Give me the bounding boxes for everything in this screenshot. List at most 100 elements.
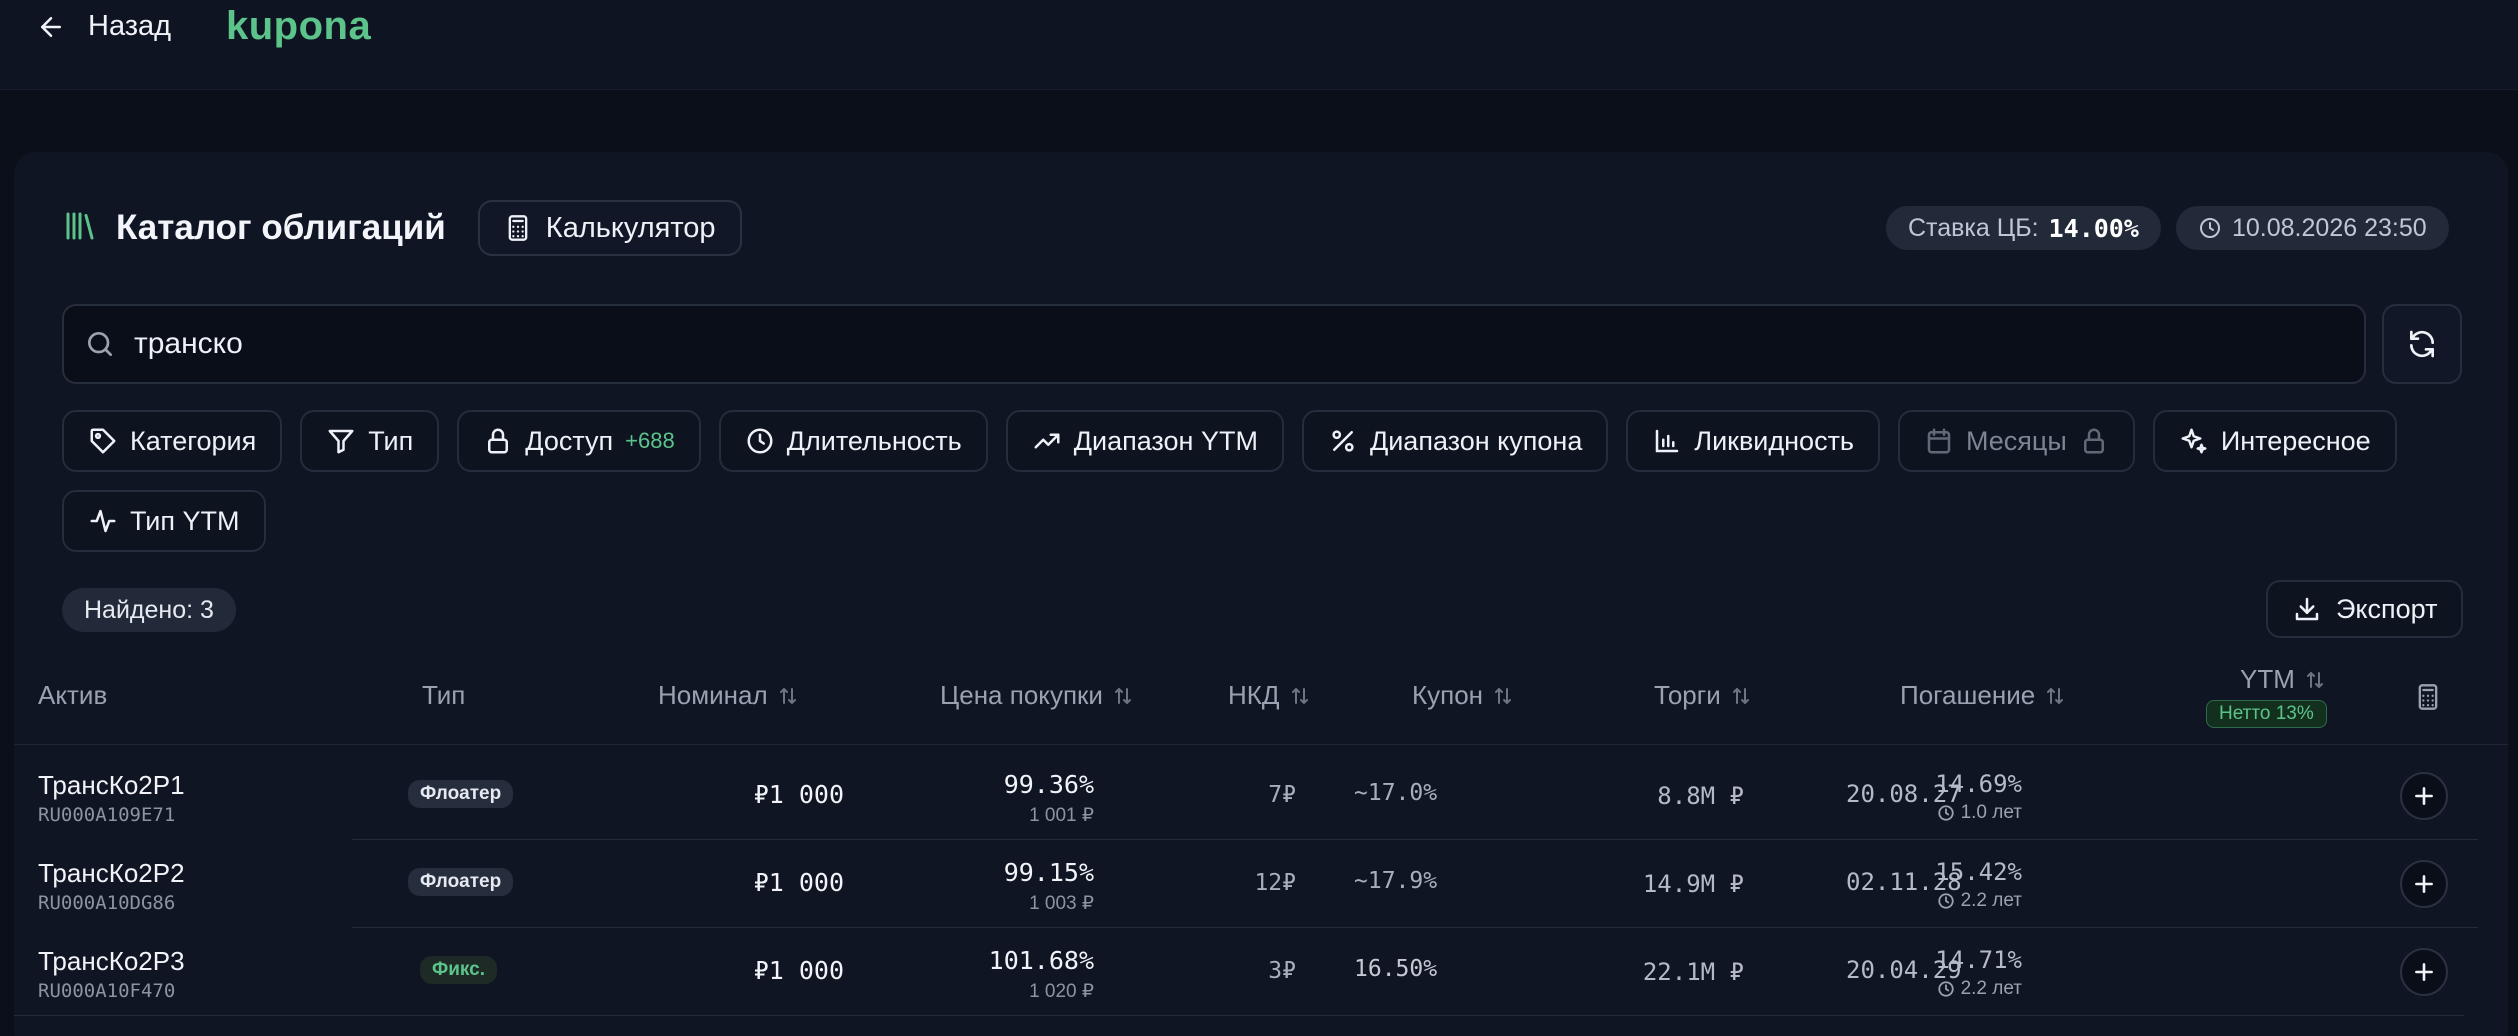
results-count-badge: Найдено: 3 bbox=[62, 588, 236, 632]
download-icon bbox=[2295, 597, 2319, 621]
col-header-volume[interactable]: Торги bbox=[1654, 680, 1753, 711]
filter-label: Тип YTM bbox=[130, 505, 240, 536]
filter-months[interactable]: Месяцы bbox=[1898, 410, 2135, 472]
sparkles-icon bbox=[2181, 428, 2207, 454]
col-header-asset: Актив bbox=[38, 680, 108, 710]
table-row[interactable]: ТрансКо2Р3 RU000A10F470 Фикс. ₽1 000 101… bbox=[14, 928, 2508, 1016]
type-badge: Флоатер bbox=[408, 780, 514, 808]
coupon-value: ~17.0% bbox=[1354, 780, 1438, 806]
filter-bar: Категория Тип Доступ +688 Длительность Д… bbox=[62, 410, 2462, 552]
nkd-value: 12₽ bbox=[1254, 870, 1296, 896]
calendar-icon bbox=[1927, 428, 1951, 454]
add-to-portfolio-button[interactable] bbox=[2400, 948, 2448, 996]
catalog-header: Каталог облигаций Калькулятор bbox=[62, 200, 742, 256]
calculator-button[interactable]: Калькулятор bbox=[477, 200, 742, 256]
table-row[interactable]: ТрансКо2Р1 RU000A109E71 Флоатер ₽1 000 9… bbox=[14, 752, 2508, 840]
asset-name[interactable]: ТрансКо2Р3 bbox=[38, 946, 185, 976]
search-input[interactable] bbox=[134, 327, 2334, 361]
asset-name[interactable]: ТрансКо2Р2 bbox=[38, 858, 185, 888]
price-rub: 1 020 ₽ bbox=[1029, 981, 1094, 1002]
cb-rate-badge: Ставка ЦБ: 14.00% bbox=[1886, 206, 2161, 250]
calculator-icon bbox=[508, 215, 528, 241]
calculator-icon[interactable] bbox=[2414, 683, 2442, 711]
datetime-badge: 10.08.2026 23:50 bbox=[2176, 206, 2449, 250]
datetime-value: 10.08.2026 23:50 bbox=[2232, 213, 2427, 242]
col-header-ytm[interactable]: YTM bbox=[2240, 664, 2327, 695]
clock-icon bbox=[747, 428, 773, 454]
lock-icon bbox=[2083, 428, 2104, 454]
nkd-value: 7₽ bbox=[1268, 782, 1296, 808]
cb-rate-value: 14.00% bbox=[2048, 213, 2139, 243]
tag-icon bbox=[90, 428, 116, 454]
type-badge: Фикс. bbox=[420, 956, 498, 984]
export-label: Экспорт bbox=[2336, 593, 2438, 624]
top-bar: Назад kupona bbox=[0, 0, 2518, 90]
volume-value: 22.1M ₽ bbox=[1642, 958, 1744, 986]
filter-coupon-range[interactable]: Диапазон купона bbox=[1301, 410, 1609, 472]
ytm-netto-badge[interactable]: Нетто 13% bbox=[2206, 700, 2327, 728]
table-row[interactable]: ТрансКо2Р2 RU000A10DG86 Флоатер ₽1 000 9… bbox=[14, 840, 2508, 928]
price-rub: 1 001 ₽ bbox=[1029, 805, 1094, 826]
filter-access[interactable]: Доступ +688 bbox=[457, 410, 701, 472]
nkd-value: 3₽ bbox=[1268, 958, 1296, 984]
col-header-nominal[interactable]: Номинал bbox=[658, 680, 800, 711]
filter-duration[interactable]: Длительность bbox=[718, 410, 988, 472]
price-rub: 1 003 ₽ bbox=[1029, 893, 1094, 914]
filter-type[interactable]: Тип bbox=[300, 410, 440, 472]
filter-ytm-range[interactable]: Диапазон YTM bbox=[1005, 410, 1284, 472]
add-to-portfolio-button[interactable] bbox=[2400, 860, 2448, 908]
percent-icon bbox=[1332, 430, 1354, 452]
coupon-value: 16.50% bbox=[1354, 956, 1438, 982]
nominal-value: ₽1 000 bbox=[753, 780, 844, 809]
maturity-date: 02.11.28 bbox=[1846, 868, 1962, 896]
filter-label: Ликвидность bbox=[1694, 425, 1854, 456]
filter-label: Категория bbox=[130, 425, 257, 456]
page-title: Каталог облигаций bbox=[116, 208, 446, 247]
nominal-value: ₽1 000 bbox=[753, 956, 844, 985]
type-badge: Флоатер bbox=[408, 868, 514, 896]
add-to-portfolio-button[interactable] bbox=[2400, 772, 2448, 820]
filter-label: Тип bbox=[368, 425, 414, 456]
filter-label: Интересное bbox=[2220, 425, 2371, 456]
refresh-button[interactable] bbox=[2382, 304, 2462, 384]
sort-icon bbox=[2047, 687, 2064, 704]
calculator-label: Калькулятор bbox=[545, 211, 716, 244]
table-header-divider bbox=[14, 744, 2508, 745]
maturity-date: 20.04.29 bbox=[1846, 956, 1962, 984]
filter-label: Месяцы bbox=[1966, 425, 2067, 456]
library-icon bbox=[62, 208, 98, 249]
search-icon bbox=[88, 332, 112, 356]
filter-category[interactable]: Категория bbox=[62, 410, 283, 472]
sort-icon bbox=[2306, 671, 2323, 688]
access-count: +688 bbox=[625, 428, 675, 453]
col-header-maturity[interactable]: Погашение bbox=[1900, 680, 2067, 711]
sort-icon bbox=[1291, 687, 1308, 704]
asset-isin: RU000A10F470 bbox=[38, 980, 176, 1002]
sort-icon bbox=[1495, 687, 1512, 704]
filter-liquidity[interactable]: Ликвидность bbox=[1626, 410, 1880, 472]
asset-isin: RU000A10DG86 bbox=[38, 892, 176, 914]
logo[interactable]: kupona bbox=[226, 4, 372, 48]
back-button[interactable]: Назад bbox=[36, 10, 171, 43]
filter-label: Диапазон купона bbox=[1369, 425, 1583, 456]
asset-name[interactable]: ТрансКо2Р1 bbox=[38, 770, 185, 800]
volume-value: 8.8M ₽ bbox=[1657, 782, 1744, 810]
maturity-date: 20.08.27 bbox=[1846, 780, 1962, 808]
col-header-price[interactable]: Цена покупки bbox=[940, 680, 1135, 711]
duration-value: 2.2 лет bbox=[1960, 978, 2022, 999]
filter-ytm-type[interactable]: Тип YTM bbox=[62, 490, 266, 552]
back-label: Назад bbox=[88, 10, 172, 42]
col-header-coupon[interactable]: Купон bbox=[1412, 680, 1515, 711]
export-button[interactable]: Экспорт bbox=[2266, 580, 2464, 638]
filter-label: Диапазон YTM bbox=[1073, 425, 1258, 456]
sort-icon bbox=[1732, 687, 1749, 704]
sort-icon bbox=[1114, 687, 1131, 704]
nominal-value: ₽1 000 bbox=[753, 868, 844, 897]
coupon-value: ~17.9% bbox=[1354, 868, 1438, 894]
activity-icon bbox=[90, 509, 116, 533]
col-header-nkd[interactable]: НКД bbox=[1228, 680, 1312, 711]
plus-icon bbox=[2415, 963, 2433, 981]
cb-rate-label: Ставка ЦБ: bbox=[1908, 213, 2039, 242]
filter-interesting[interactable]: Интересное bbox=[2152, 410, 2397, 472]
duration-value: 2.2 лет bbox=[1960, 890, 2022, 911]
